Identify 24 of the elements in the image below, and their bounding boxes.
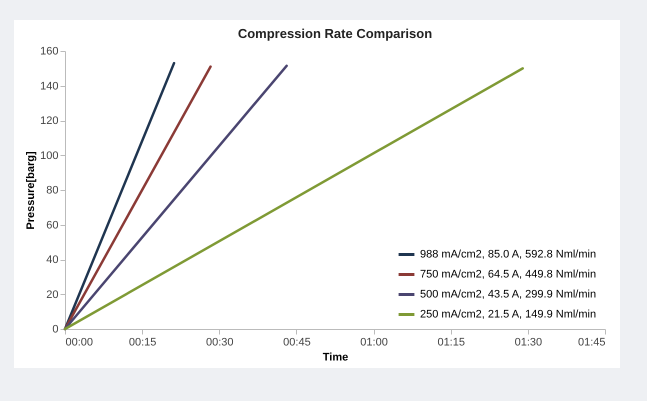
y-tick-label: 120	[40, 115, 58, 127]
legend-label: 500 mA/cm2, 43.5 A, 299.9 Nml/min	[420, 288, 596, 300]
x-tick-label: 01:15	[437, 336, 465, 348]
y-tick-label: 40	[46, 254, 58, 266]
x-tick-label: 01:45	[578, 336, 606, 348]
y-tick-label: 140	[40, 80, 58, 92]
x-tick-label: 01:30	[514, 336, 542, 348]
y-tick-label: 80	[46, 184, 58, 196]
y-tick-label: 20	[46, 288, 58, 301]
x-tick-label: 00:00	[66, 336, 94, 348]
y-tick-label: 100	[40, 150, 58, 162]
legend-label: 250 mA/cm2, 21.5 A, 149.9 Nml/min	[420, 308, 596, 320]
x-tick-label: 00:15	[128, 336, 156, 348]
legend-label: 988 mA/cm2, 85.0 A, 592.8 Nml/min	[420, 248, 596, 260]
x-tick-label: 01:00	[360, 336, 388, 348]
x-axis-title: Time	[322, 352, 348, 364]
y-tick-label: 160	[40, 46, 58, 58]
x-tick-label: 00:45	[283, 336, 311, 348]
y-tick-label: 0	[52, 324, 58, 336]
legend-label: 750 mA/cm2, 64.5 A, 449.8 Nml/min	[420, 268, 596, 280]
y-axis-title: Pressure[barg]	[25, 151, 38, 230]
x-tick-label: 00:30	[206, 336, 234, 348]
chart-title: Compression Rate Comparison	[238, 26, 432, 41]
y-tick-label: 60	[46, 219, 58, 232]
